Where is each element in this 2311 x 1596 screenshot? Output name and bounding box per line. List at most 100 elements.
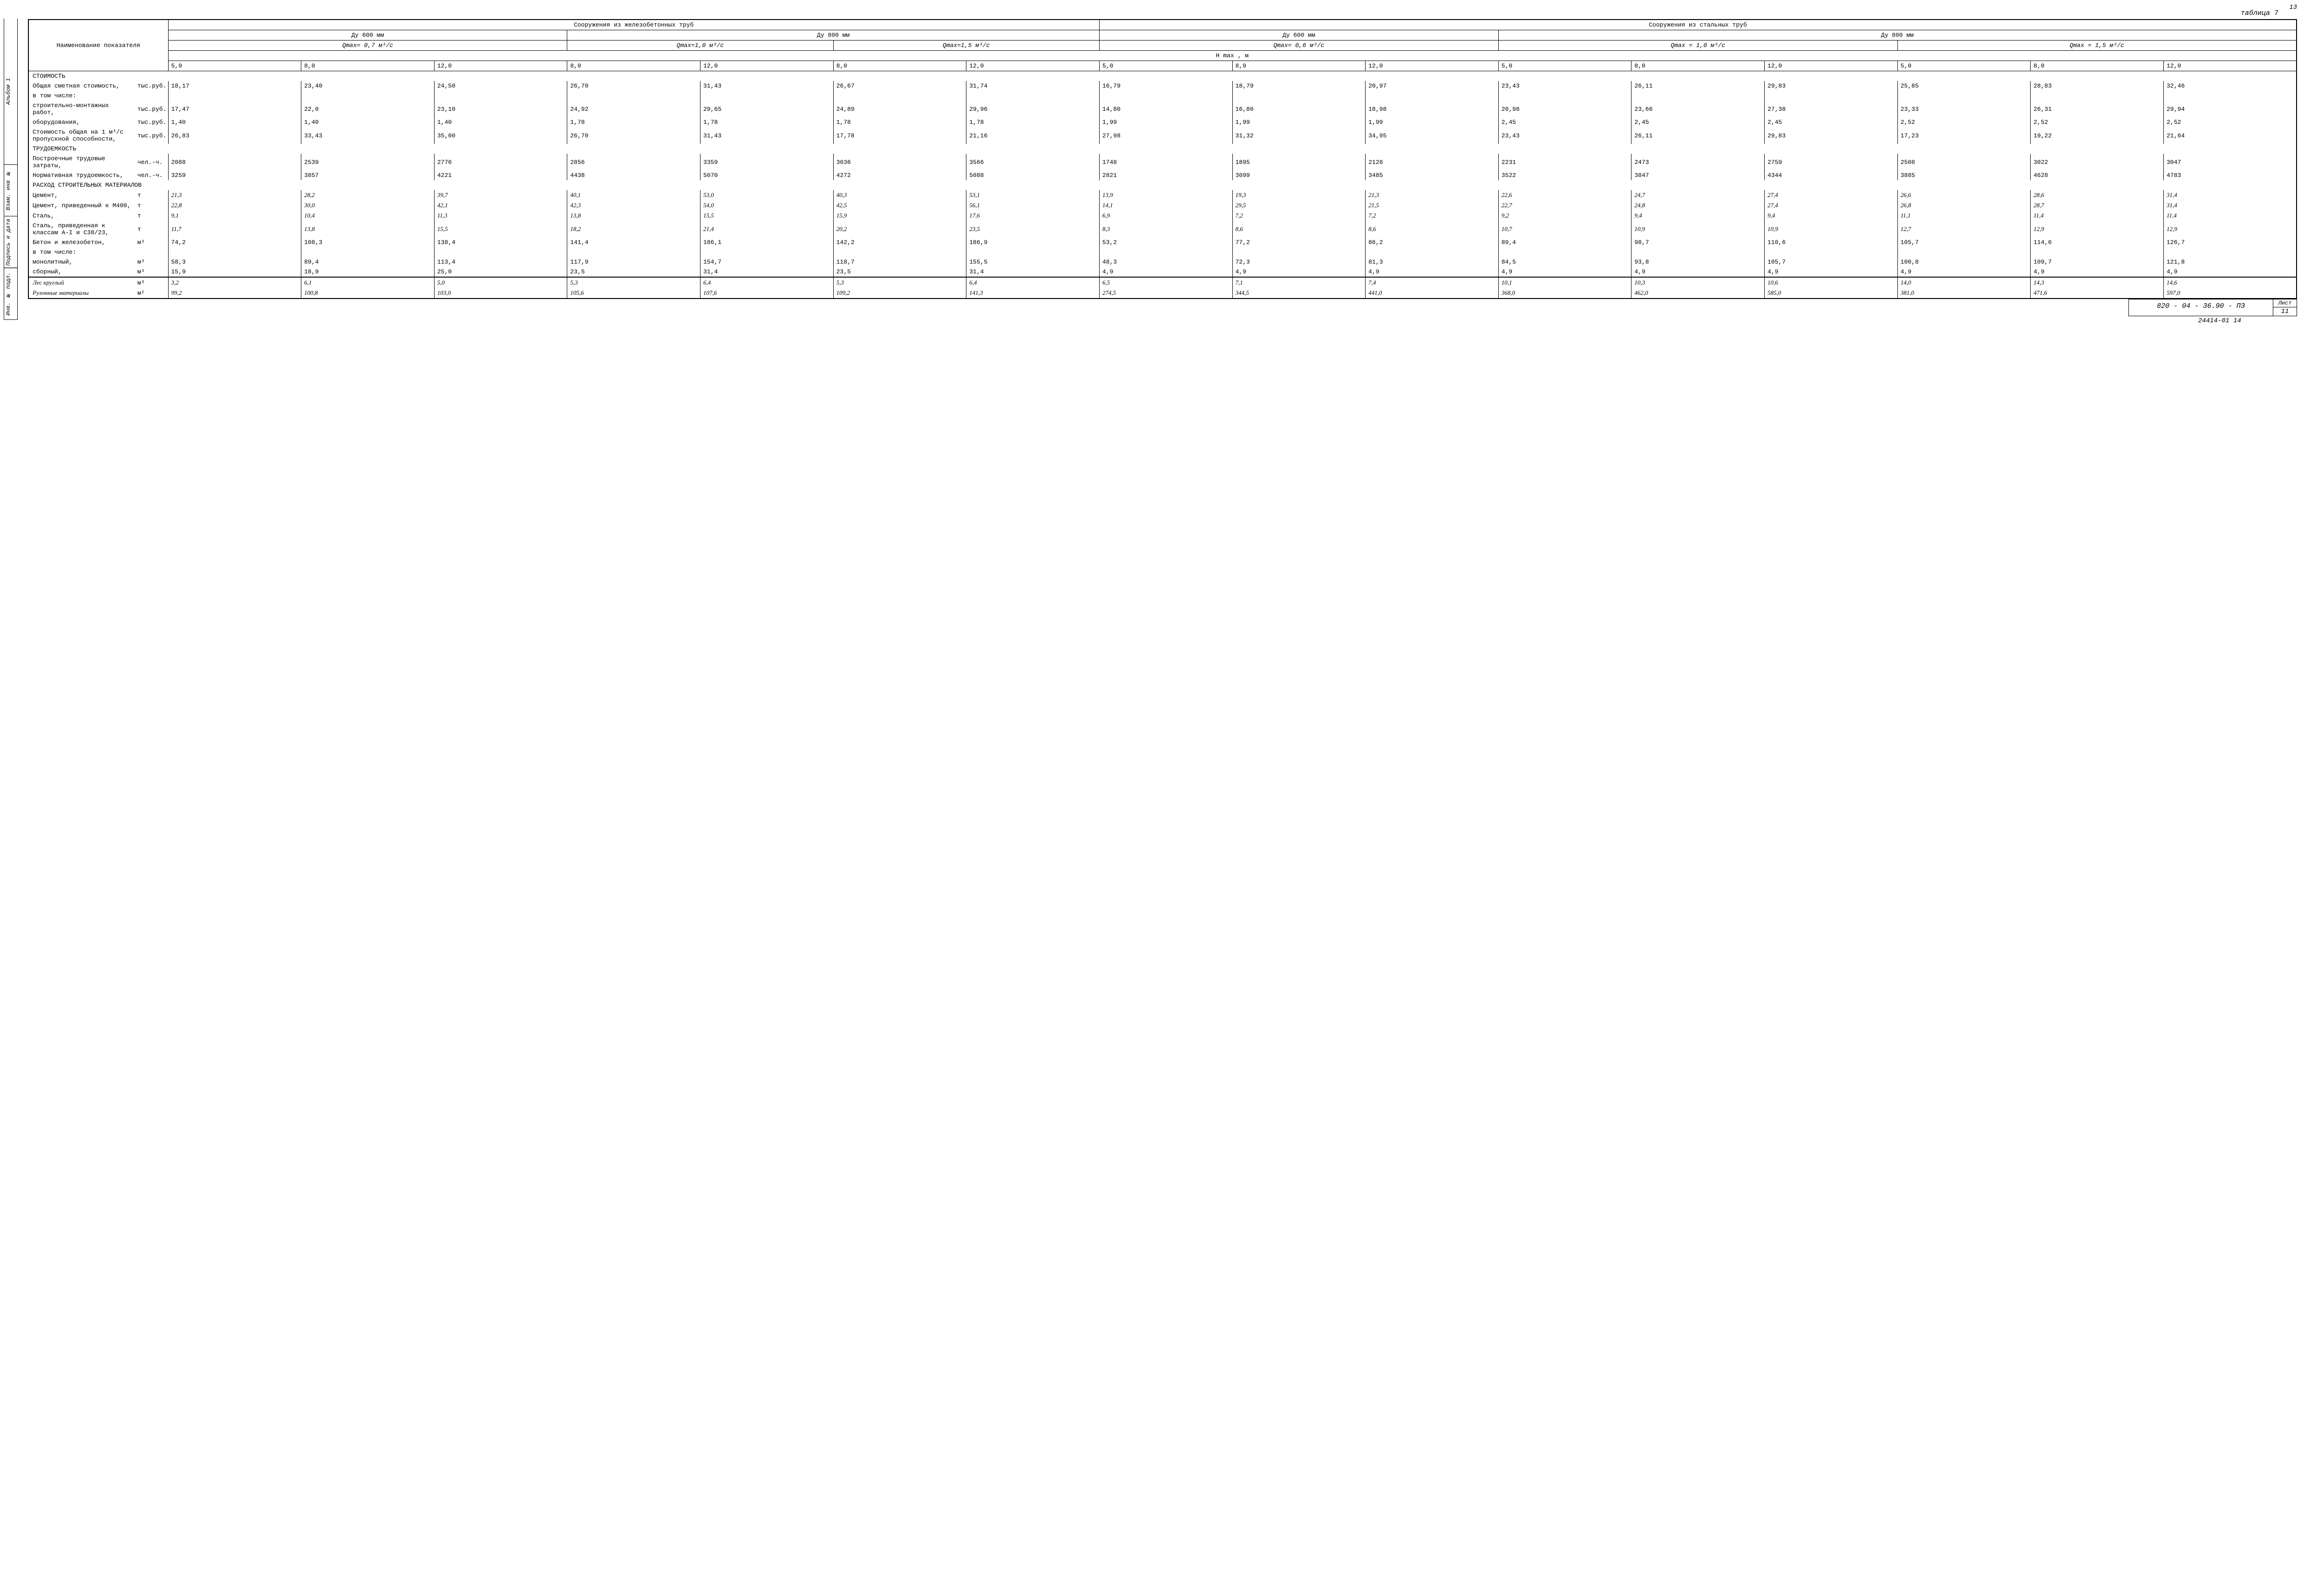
row-value: 186,9 (966, 238, 1100, 247)
row-value: 18,2 (567, 221, 700, 238)
row-value: 1,40 (168, 117, 301, 127)
row-value (1765, 91, 1898, 101)
side-label-album: Альбом 1 (4, 19, 18, 165)
row-value: 7,2 (1366, 211, 1499, 221)
row-value: 3022 (2031, 154, 2164, 170)
row-value: 28,7 (2031, 200, 2164, 211)
row-value: 2,52 (1897, 117, 2031, 127)
row-value: 2508 (1897, 154, 2031, 170)
row-value: 142,2 (833, 238, 966, 247)
row-value: 26,6 (1897, 190, 2031, 200)
row-value (1765, 247, 1898, 257)
row-value: 6,5 (1099, 277, 1232, 288)
row-value: 4,9 (1498, 267, 1631, 277)
row-value: 31,43 (700, 81, 834, 91)
row-value (833, 91, 966, 101)
row-value: 109,7 (2031, 257, 2164, 267)
row-value: 58,3 (168, 257, 301, 267)
row-value: 155,5 (966, 257, 1100, 267)
row-value: 24,7 (1631, 190, 1765, 200)
row-value: 40,1 (567, 190, 700, 200)
header-dy600-b: Ду 600 мм (1099, 30, 1498, 41)
row-value (1498, 247, 1631, 257)
row-value: 13,9 (1099, 190, 1232, 200)
row-unit: т (136, 221, 168, 238)
row-value: 18,9 (301, 267, 435, 277)
row-value: 53,2 (1099, 238, 1232, 247)
row-value (1897, 247, 2031, 257)
row-value: 462,0 (1631, 288, 1765, 299)
header-name: Наименование показателя (28, 20, 168, 71)
row-value: 26,11 (1631, 127, 1765, 144)
row-value: 10,6 (1765, 277, 1898, 288)
row-value: 28,6 (2031, 190, 2164, 200)
row-value: 14,3 (2031, 277, 2164, 288)
row-value: 4783 (2163, 170, 2297, 180)
row-value: 100,8 (1897, 257, 2031, 267)
row-value: 23,43 (1498, 81, 1631, 91)
row-value: 597,0 (2163, 288, 2297, 299)
row-value: 31,4 (2163, 190, 2297, 200)
row-value: 2128 (1366, 154, 1499, 170)
main-table: Наименование показателя Сооружения из же… (28, 19, 2297, 299)
row-value: 10,3 (1631, 277, 1765, 288)
row-value: 4,9 (1631, 267, 1765, 277)
side-binding-labels: Альбом 1 Взам. инв № Подпись и дата Инв.… (4, 19, 18, 320)
row-value: 48,3 (1099, 257, 1232, 267)
row-label: Цемент, приведенный к М400, (28, 200, 136, 211)
row-value: 11,4 (2031, 211, 2164, 221)
row-value (2031, 91, 2164, 101)
row-value: 29,94 (2163, 101, 2297, 117)
row-value: 2,45 (1631, 117, 1765, 127)
row-value: 126,7 (2163, 238, 2297, 247)
row-value: 8,6 (1232, 221, 1366, 238)
row-value: 28,2 (301, 190, 435, 200)
row-value: 3359 (700, 154, 834, 170)
row-value: 7,1 (1232, 277, 1366, 288)
row-value: 14,80 (1099, 101, 1232, 117)
row-value (1897, 91, 2031, 101)
row-value: 2,52 (2163, 117, 2297, 127)
row-value: 7,2 (1232, 211, 1366, 221)
row-value: 381,0 (1897, 288, 2031, 299)
row-value: 100,8 (301, 288, 435, 299)
row-value: 105,6 (567, 288, 700, 299)
row-value: 16,80 (1232, 101, 1366, 117)
header-h-value: 5,0 (1498, 61, 1631, 71)
row-value: 24,92 (567, 101, 700, 117)
row-value: 4,9 (1099, 267, 1232, 277)
row-value: 31,4 (2163, 200, 2297, 211)
row-value: 26,83 (168, 127, 301, 144)
header-h-value: 12,0 (434, 61, 567, 71)
row-value: 31,4 (966, 267, 1100, 277)
row-value: 368,0 (1498, 288, 1631, 299)
row-value (2031, 247, 2164, 257)
row-value: 24,50 (434, 81, 567, 91)
header-h-value: 8,0 (1232, 61, 1366, 71)
row-value (700, 247, 834, 257)
row-unit: м³ (136, 238, 168, 247)
drawing-code: 820 - 04 - 36.90 - ПЗ (2129, 299, 2273, 316)
row-value: 11,7 (168, 221, 301, 238)
row-value (1631, 247, 1765, 257)
row-value: 1,78 (567, 117, 700, 127)
row-value: 23,10 (434, 101, 567, 117)
row-unit: тыс.руб. (136, 81, 168, 91)
row-unit: чел.-ч. (136, 154, 168, 170)
row-value: 10,9 (1631, 221, 1765, 238)
row-value: 4344 (1765, 170, 1898, 180)
section-header: СТОИМОСТЬ (28, 71, 2297, 81)
row-value: 20,97 (1366, 81, 1499, 91)
row-value: 4,9 (1232, 267, 1366, 277)
row-value: 113,4 (434, 257, 567, 267)
row-value: 23,40 (301, 81, 435, 91)
row-value: 585,0 (1765, 288, 1898, 299)
row-value: 42,3 (567, 200, 700, 211)
row-value: 4,9 (2031, 267, 2164, 277)
header-q07: Qmax= 0,7 м³/с (168, 41, 567, 51)
row-label: Лес круглый (28, 277, 136, 288)
row-value: 15,9 (833, 211, 966, 221)
row-value (1099, 91, 1232, 101)
row-value: 18,98 (1366, 101, 1499, 117)
header-hmax: H max , м (168, 51, 2297, 61)
